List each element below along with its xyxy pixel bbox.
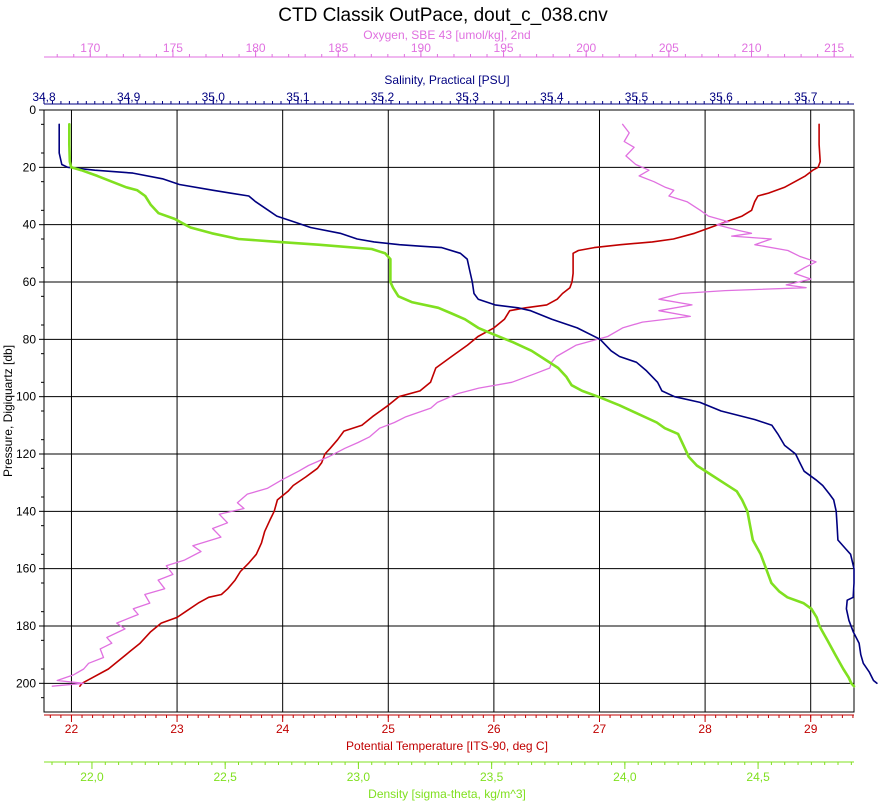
salinity-tick-label: 35,2 xyxy=(371,90,395,104)
density-tick-label: 22,5 xyxy=(214,770,238,784)
pressure-axis-title: Pressure, Digiquartz [db] xyxy=(1,345,15,477)
pressure-tick-label: 60 xyxy=(23,275,37,289)
salinity-tick-label: 34,8 xyxy=(32,90,56,104)
density-tick-label: 22,0 xyxy=(80,770,104,784)
pressure-tick-label: 140 xyxy=(16,504,36,518)
pressure-tick-label: 80 xyxy=(23,332,37,346)
oxygen-axis-title: Oxygen, SBE 43 [umol/kg], 2nd xyxy=(363,28,530,42)
oxygen-tick-label: 180 xyxy=(246,41,266,55)
pressure-tick-label: 120 xyxy=(16,447,36,461)
grid xyxy=(44,109,854,712)
temperature-tick-label: 26 xyxy=(487,722,501,736)
plot-area xyxy=(43,109,878,713)
pressure-tick-label: 160 xyxy=(16,562,36,576)
oxygen-tick-label: 205 xyxy=(659,41,679,55)
temperature-tick-label: 23 xyxy=(170,722,184,736)
salinity-tick-label: 35,0 xyxy=(202,90,226,104)
density-tick-label: 24,0 xyxy=(613,770,637,784)
salinity-axis-title: Salinity, Practical [PSU] xyxy=(384,73,509,87)
salinity-series-line xyxy=(58,123,878,685)
chart-title: CTD Classik OutPace, dout_c_038.cnv xyxy=(278,5,608,26)
density-series-line xyxy=(68,123,856,688)
oxygen-tick-label: 215 xyxy=(824,41,844,55)
pressure-tick-label: 0 xyxy=(29,103,36,117)
density-axis-title: Density [sigma-theta, kg/m^3] xyxy=(368,787,526,801)
temperature-tick-label: 28 xyxy=(698,722,712,736)
density-tick-label: 23,5 xyxy=(480,770,504,784)
pressure-tick-label: 200 xyxy=(16,676,36,690)
density-tick-label: 23,0 xyxy=(347,770,371,784)
temperature-tick-label: 27 xyxy=(593,722,607,736)
salinity-tick-label: 34,9 xyxy=(117,90,141,104)
series-group xyxy=(51,123,878,688)
plot-frame xyxy=(43,109,855,713)
oxygen-series-line xyxy=(51,123,817,687)
pressure-tick-label: 100 xyxy=(16,390,36,404)
salinity-tick-label: 35,1 xyxy=(286,90,310,104)
pressure-tick-label: 40 xyxy=(23,218,37,232)
pressure-tick-label: 20 xyxy=(23,160,37,174)
temperature-tick-label: 25 xyxy=(382,722,396,736)
temperature-series-line xyxy=(79,123,821,687)
oxygen-tick-label: 195 xyxy=(494,41,514,55)
oxygen-tick-label: 170 xyxy=(80,41,100,55)
temperature-tick-label: 29 xyxy=(804,722,818,736)
salinity-tick-label: 35,4 xyxy=(540,90,564,104)
pressure-tick-label: 180 xyxy=(16,619,36,633)
salinity-tick-label: 35,3 xyxy=(456,90,480,104)
salinity-tick-label: 35,6 xyxy=(709,90,733,104)
oxygen-tick-label: 185 xyxy=(328,41,348,55)
oxygen-tick-label: 190 xyxy=(411,41,431,55)
axes: 0 20 40 60 80 100 120 140 160 180 200 170 175 180 185 1… xyxy=(16,41,854,784)
salinity-tick-label: 35,5 xyxy=(625,90,649,104)
temperature-tick-label: 24 xyxy=(276,722,290,736)
oxygen-tick-label: 200 xyxy=(576,41,596,55)
oxygen-tick-label: 175 xyxy=(163,41,183,55)
temperature-axis-title: Potential Temperature [ITS-90, deg C] xyxy=(346,739,548,753)
temperature-tick-label: 22 xyxy=(65,722,79,736)
salinity-tick-label: 35,7 xyxy=(794,90,818,104)
oxygen-tick-label: 210 xyxy=(741,41,761,55)
density-tick-label: 24,5 xyxy=(746,770,770,784)
